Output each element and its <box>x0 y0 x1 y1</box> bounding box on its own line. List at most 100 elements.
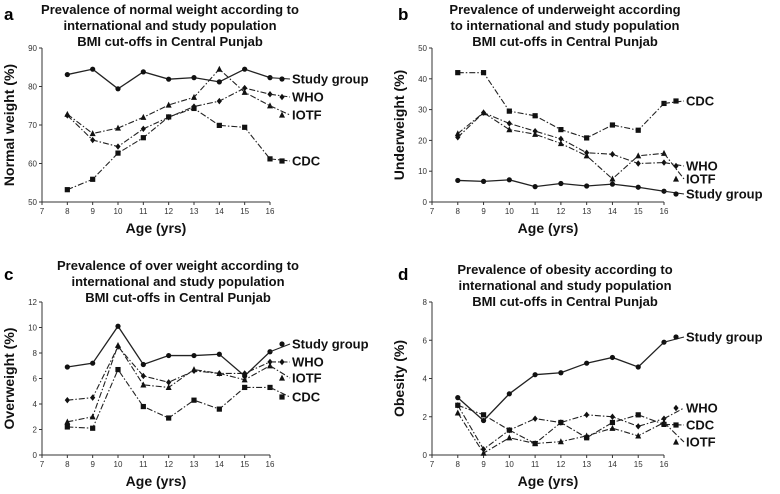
data-point-square <box>635 412 641 418</box>
x-tick-label: 15 <box>634 460 643 469</box>
series-study-group: Study group <box>64 66 369 92</box>
x-tick-label: 16 <box>266 460 275 469</box>
data-point-circle <box>558 180 564 187</box>
data-point-circle <box>279 76 285 82</box>
data-point-triangle <box>140 113 147 120</box>
x-tick-label: 7 <box>40 207 45 216</box>
data-point-triangle <box>115 341 121 348</box>
chart-panel-a: a Prevalence of normal weight according t… <box>1 2 369 236</box>
y-tick-label: 90 <box>28 44 37 53</box>
data-point-triangle <box>140 381 147 388</box>
y-tick-label: 20 <box>418 136 427 145</box>
y-tick-label: 0 <box>423 451 428 460</box>
chart-title-line: Prevalence of underweight according <box>449 2 680 17</box>
data-point-diamond <box>279 358 285 366</box>
data-point-triangle <box>635 432 642 439</box>
chart-title-line: international and study population <box>71 274 284 289</box>
y-tick-label: 60 <box>28 160 37 169</box>
x-tick-label: 14 <box>608 207 617 216</box>
data-point-square <box>279 158 285 164</box>
data-point-square <box>558 127 564 133</box>
legend-label: WHO <box>686 159 718 174</box>
legend-connector <box>663 100 685 104</box>
x-tick-label: 13 <box>190 460 199 469</box>
data-point-circle <box>506 391 512 397</box>
legend-connector <box>663 336 685 343</box>
chart-title-line: Prevalence of normal weight according to <box>41 2 299 17</box>
legend-connector <box>269 105 291 116</box>
series-cdc: CDC <box>64 105 321 193</box>
panel-label: d <box>398 265 408 284</box>
x-tick-label: 9 <box>90 207 95 216</box>
data-point-square <box>673 98 679 104</box>
x-tick-label: 15 <box>634 207 643 216</box>
data-point-triangle <box>673 438 679 445</box>
legend-label: IOTF <box>292 371 322 386</box>
data-point-square <box>64 424 70 430</box>
data-point-circle <box>90 360 96 366</box>
legend-connector <box>663 407 685 420</box>
data-point-square <box>140 135 146 141</box>
x-tick-label: 11 <box>139 460 148 469</box>
y-tick-label: 2 <box>33 426 38 435</box>
y-tick-label: 0 <box>33 451 38 460</box>
data-point-triangle <box>64 418 71 425</box>
legend-label: CDC <box>292 390 321 405</box>
data-point-square <box>90 176 96 182</box>
legend-label: Study group <box>292 337 369 352</box>
series-line <box>457 404 665 451</box>
data-point-circle <box>115 86 121 92</box>
legend-label: IOTF <box>292 108 322 123</box>
data-point-triangle <box>454 409 461 416</box>
series-iotf: IOTF <box>454 409 716 456</box>
legend-label: WHO <box>292 90 324 105</box>
y-tick-label: 10 <box>28 324 37 333</box>
data-point-triangle <box>267 102 273 109</box>
data-point-circle <box>455 395 461 401</box>
data-point-diamond <box>609 151 616 158</box>
data-point-circle <box>64 364 70 370</box>
x-tick-label: 8 <box>456 460 461 469</box>
data-point-triangle <box>557 438 564 445</box>
data-point-triangle <box>635 152 642 159</box>
y-tick-label: 50 <box>28 198 37 207</box>
series-iotf: IOTF <box>454 109 716 187</box>
data-point-square <box>140 403 146 410</box>
x-tick-label: 7 <box>430 460 435 469</box>
data-point-diamond <box>673 404 679 412</box>
data-point-square <box>242 124 248 130</box>
data-point-circle <box>635 364 641 370</box>
y-tick-label: 6 <box>33 375 38 384</box>
chart-title-line: BMI cut-offs in Central Punjab <box>77 34 263 49</box>
chart-title-line: international and study population <box>458 278 671 293</box>
data-point-square <box>609 419 616 426</box>
data-point-diamond <box>90 394 96 401</box>
data-point-triangle <box>557 140 564 147</box>
x-tick-label: 14 <box>608 460 617 469</box>
data-point-diamond <box>506 120 512 127</box>
y-axis-label: Normal weight (%) <box>1 64 17 186</box>
data-point-circle <box>191 352 197 359</box>
data-point-triangle <box>216 65 223 72</box>
data-point-square <box>558 419 564 426</box>
x-tick-label: 14 <box>215 460 224 469</box>
data-point-triangle <box>165 101 172 108</box>
data-point-square <box>455 402 461 408</box>
data-point-diamond <box>673 162 679 170</box>
x-tick-label: 14 <box>215 207 224 216</box>
chart-panel-d: d Prevalence of obesity according tointer… <box>391 262 763 489</box>
legend-label: CDC <box>292 154 321 169</box>
series-who: WHO <box>455 109 718 174</box>
x-tick-label: 8 <box>65 207 70 216</box>
x-tick-label: 16 <box>266 207 275 216</box>
data-point-circle <box>115 323 121 329</box>
x-tick-label: 10 <box>114 460 123 469</box>
series-line <box>67 325 271 377</box>
data-point-triangle <box>191 93 197 100</box>
data-point-triangle <box>506 434 513 441</box>
data-point-triangle <box>506 126 513 133</box>
data-point-diamond <box>140 125 146 133</box>
data-point-square <box>506 427 512 433</box>
panel-label: c <box>4 265 13 284</box>
data-point-circle <box>609 181 616 187</box>
